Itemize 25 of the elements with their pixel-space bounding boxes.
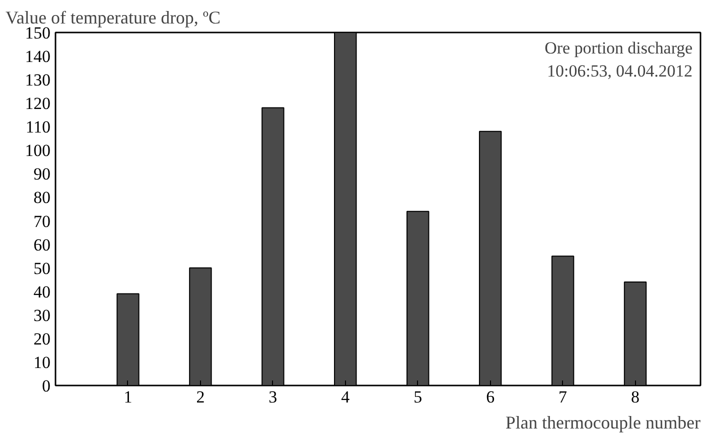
y-tick-label: 140 (25, 47, 50, 66)
x-tick-label: 1 (124, 388, 132, 406)
x-tick-label: 3 (268, 388, 278, 406)
x-tick-label: 7 (558, 388, 568, 406)
x-tick-label: 4 (341, 388, 350, 406)
y-tick-label: 20 (34, 329, 50, 348)
y-tick-label: 50 (34, 258, 50, 278)
y-tick-label: 10 (34, 352, 50, 372)
y-tick-label: 110 (26, 118, 51, 137)
x-tick-label: 6 (486, 388, 495, 406)
y-tick-label: 40 (34, 282, 50, 302)
y-tick-label: 0 (42, 376, 50, 396)
y-tick-label: 60 (34, 235, 50, 254)
y-tick-label: 120 (25, 94, 50, 114)
annotation: Ore portion discharge 10:06:53, 04.04.2012 (544, 38, 693, 80)
y-tick-label: 100 (25, 141, 50, 160)
x-tick-label: 2 (196, 388, 205, 406)
x-tick-label: 5 (414, 388, 422, 406)
y-tick-label: 70 (34, 212, 50, 231)
y-tick-label: 90 (34, 164, 50, 184)
x-axis-title: Plan thermocouple number (506, 412, 701, 432)
y-tick-label: 30 (34, 306, 50, 325)
y-tick-label: 130 (25, 70, 50, 90)
x-tick-label: 8 (631, 388, 640, 406)
y-tick-label: 80 (34, 188, 50, 208)
